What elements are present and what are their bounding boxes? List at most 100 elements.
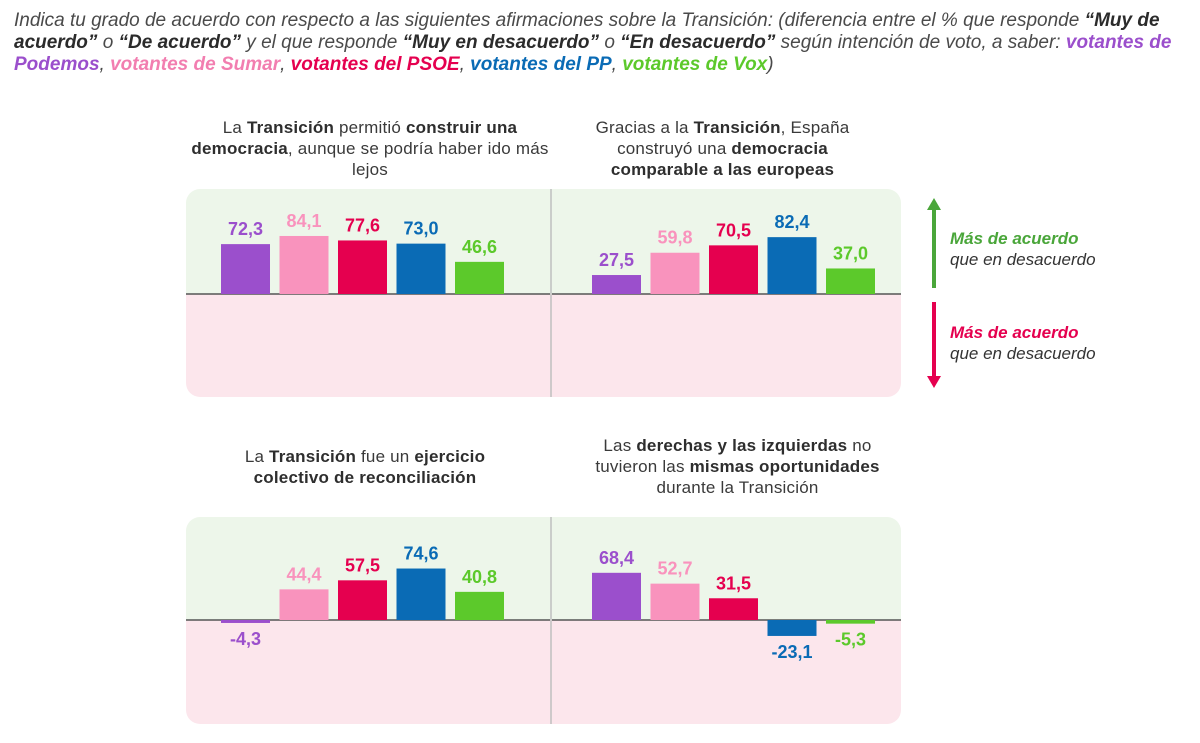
chart-4-label-2: 52,7 bbox=[657, 559, 692, 579]
chart-3-bar-1 bbox=[221, 620, 270, 623]
chart-3-label-1: -4,3 bbox=[230, 629, 261, 649]
chart-3-label-5: 40,8 bbox=[462, 567, 497, 587]
t3b: Transición bbox=[269, 447, 357, 466]
header-bold-4: “En desacuerdo” bbox=[620, 32, 776, 53]
t1d: construir una democracia bbox=[191, 118, 518, 158]
chart-3-bar-4 bbox=[396, 568, 446, 620]
legend-negative-strong: Más de acuerdo bbox=[950, 323, 1079, 342]
chart-3-label-3: 57,5 bbox=[345, 555, 380, 575]
t2d: democracia comparable a las europeas bbox=[610, 139, 835, 179]
chart-3-label-2: 44,4 bbox=[286, 564, 321, 584]
chart-4-label-5: -5,3 bbox=[835, 630, 866, 650]
chart-1-bar-2 bbox=[279, 235, 329, 294]
chart-2-label-1: 27,5 bbox=[599, 250, 634, 270]
chart-2-bar-5 bbox=[826, 268, 875, 294]
legend-negative: Más de acuerdo que en desacuerdo bbox=[950, 322, 1096, 364]
header-pp: votantes del PP bbox=[470, 54, 612, 75]
negative-area-fill-2 bbox=[186, 620, 901, 634]
question-header: Indica tu grado de acuerdo con respecto … bbox=[14, 10, 1189, 76]
chart-3-bar-5 bbox=[455, 591, 504, 620]
chart-4-label-4: -23,1 bbox=[771, 642, 812, 662]
arrow-up-head bbox=[927, 198, 941, 210]
chart-1-bar-5 bbox=[455, 261, 504, 294]
chart-3-bar-2 bbox=[279, 589, 329, 620]
chart-1-label-3: 77,6 bbox=[345, 215, 380, 235]
header-end: ) bbox=[767, 54, 774, 75]
t4d: mismas oportunidades bbox=[689, 457, 880, 476]
chart-4-bar-3 bbox=[709, 598, 758, 620]
chart-2-bar-3 bbox=[709, 245, 758, 294]
header-text-1: Indica tu grado de acuerdo con respecto … bbox=[14, 10, 1085, 31]
legend-arrows bbox=[927, 198, 941, 388]
negative-area-1 bbox=[186, 294, 901, 397]
t1e: , aunque se podría haber ido más lejos bbox=[287, 139, 549, 179]
chart-2-title: Gracias a la Transición, España construy… bbox=[570, 117, 875, 180]
t1a: La bbox=[222, 118, 248, 137]
chart-1-label-5: 46,6 bbox=[462, 237, 497, 257]
chart-2-bar-1 bbox=[592, 275, 641, 294]
chart-2-label-2: 59,8 bbox=[657, 228, 692, 248]
chart-3-bar-3 bbox=[338, 580, 387, 620]
chart-2-bar-4 bbox=[767, 237, 817, 294]
header-text-4: o bbox=[599, 32, 621, 53]
header-bold-2: “De acuerdo” bbox=[118, 32, 242, 53]
t3d: ejercicio colectivo de reconciliación bbox=[253, 447, 486, 487]
header-text-5: según intención de voto, a saber: bbox=[775, 32, 1066, 53]
chart-4-label-3: 31,5 bbox=[716, 573, 751, 593]
negative-area-fill-1 bbox=[186, 294, 901, 308]
chart-2-label-5: 37,0 bbox=[833, 243, 868, 263]
legend-positive: Más de acuerdo que en desacuerdo bbox=[950, 228, 1096, 270]
t4c: no tuvieron las bbox=[595, 436, 872, 476]
chart-4-label-1: 68,4 bbox=[599, 548, 634, 568]
chart-2: 27,5 59,8 70,5 82,4 37,0 bbox=[552, 212, 901, 295]
legend-negative-rest: que en desacuerdo bbox=[950, 344, 1096, 363]
chart-1-label-4: 73,0 bbox=[403, 219, 438, 239]
t2a: Gracias a la bbox=[595, 118, 694, 137]
t4b: derechas y las izquierdas bbox=[636, 436, 848, 455]
chart-4-bar-2 bbox=[650, 583, 700, 620]
t2c: , España construyó una bbox=[617, 118, 850, 158]
header-bold-1: “Muy de acuerdo” bbox=[14, 10, 1160, 53]
header-sep-1: , bbox=[99, 54, 111, 75]
chart-4-bar-4 bbox=[767, 620, 817, 636]
t1c: permitió bbox=[334, 118, 406, 137]
header-bold-3: “Muy en desacuerdo” bbox=[402, 32, 600, 53]
chart-2-bar-2 bbox=[650, 252, 700, 294]
chart-1-title: La Transición permitió construir una dem… bbox=[185, 117, 555, 180]
negative-area-2 bbox=[186, 620, 901, 724]
chart-1-bar-4 bbox=[396, 243, 446, 294]
header-podemos: votantes de Podemos bbox=[14, 32, 1172, 75]
legend-positive-strong: Más de acuerdo bbox=[950, 229, 1079, 248]
header-psoe: votantes del PSOE bbox=[290, 54, 460, 75]
chart-4-bar-1 bbox=[592, 572, 641, 620]
t4e: durante la Transición bbox=[656, 478, 819, 497]
chart-3-title: La Transición fue un ejercicio colectivo… bbox=[215, 446, 515, 488]
header-vox: votantes de Vox bbox=[622, 54, 768, 75]
t4a: Las bbox=[603, 436, 637, 455]
chart-4: 68,4 52,7 31,5 -23,1 -5,3 bbox=[552, 548, 901, 662]
chart-4-bar-5 bbox=[826, 620, 875, 624]
header-sep-2: , bbox=[280, 54, 291, 75]
chart-2-label-4: 82,4 bbox=[774, 212, 809, 232]
t1b: Transición bbox=[247, 118, 335, 137]
chart-1: 72,3 84,1 77,6 73,0 46,6 bbox=[186, 211, 550, 295]
t3c: fue un bbox=[356, 447, 415, 466]
t3a: La bbox=[244, 447, 270, 466]
chart-4-title: Las derechas y las izquierdas no tuviero… bbox=[570, 435, 905, 498]
chart-1-bar-1 bbox=[221, 244, 270, 294]
chart-1-label-2: 84,1 bbox=[286, 211, 321, 231]
t2b: Transición bbox=[693, 118, 781, 137]
chart-3: -4,3 44,4 57,5 74,6 40,8 bbox=[186, 544, 550, 649]
chart-2-label-3: 70,5 bbox=[716, 220, 751, 240]
header-text-2: o bbox=[97, 32, 119, 53]
header-text-3: y el que responde bbox=[241, 32, 403, 53]
header-sep-3: , bbox=[459, 54, 471, 75]
chart-3-label-4: 74,6 bbox=[403, 544, 438, 564]
header-sumar: votantes de Sumar bbox=[110, 54, 281, 75]
arrow-down-head bbox=[927, 376, 941, 388]
legend-positive-rest: que en desacuerdo bbox=[950, 250, 1096, 269]
chart-1-label-1: 72,3 bbox=[228, 219, 263, 239]
chart-1-bar-3 bbox=[338, 240, 387, 294]
header-sep-4: , bbox=[611, 54, 623, 75]
